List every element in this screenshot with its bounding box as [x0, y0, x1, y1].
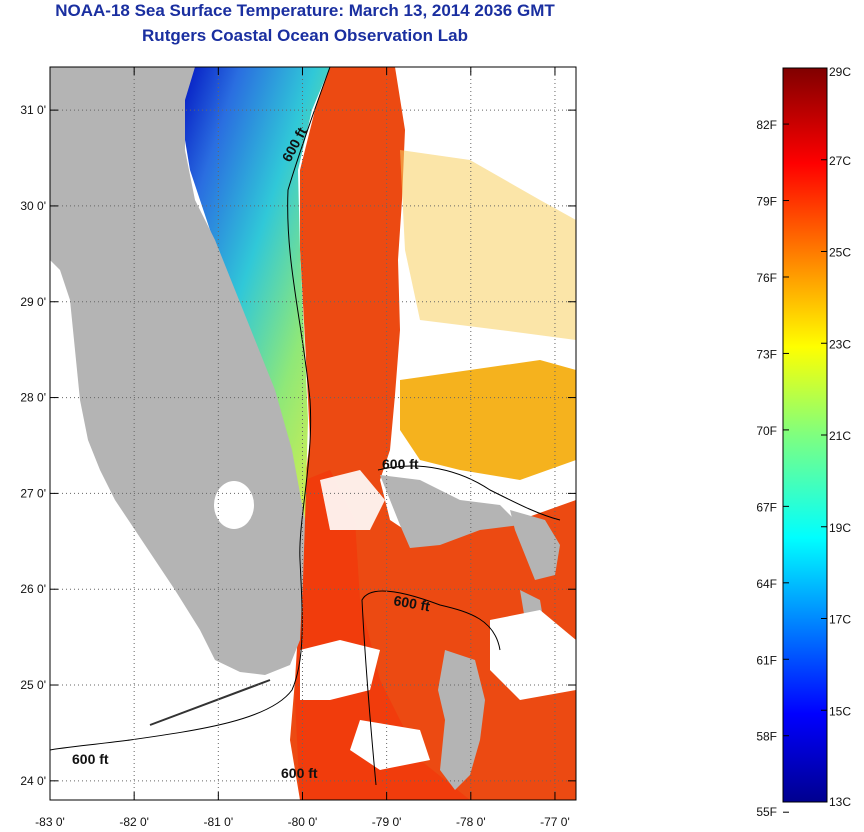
cloud-patch	[300, 640, 380, 700]
lat-tick-label: 25 0'	[20, 678, 46, 692]
lat-tick-label: 28 0'	[20, 391, 46, 405]
isobath-label: 600 ft	[392, 592, 431, 614]
fahrenheit-label: 73F	[756, 347, 777, 361]
lat-tick-label: 29 0'	[20, 295, 46, 309]
fahrenheit-label: 79F	[756, 195, 777, 209]
lat-tick-label: 30 0'	[20, 199, 46, 213]
cloud-patch	[350, 720, 430, 770]
lon-tick-label: -82 0'	[119, 815, 149, 829]
lon-tick-label: -80 0'	[288, 815, 318, 829]
florida-keys	[149, 679, 271, 726]
celsius-label: 23C	[829, 337, 851, 351]
map-title: NOAA-18 Sea Surface Temperature: March 1…	[55, 1, 555, 20]
celsius-label: 13C	[829, 795, 851, 809]
abaco-island	[510, 510, 560, 580]
fahrenheit-label: 67F	[756, 500, 777, 514]
celsius-label: 25C	[829, 246, 851, 260]
isobath-600ft-bahamas-north	[377, 465, 561, 521]
fahrenheit-label: 64F	[756, 577, 777, 591]
lat-tick-label: 26 0'	[20, 582, 46, 596]
lat-tick-label: 24 0'	[20, 774, 46, 788]
warm-patch-north	[400, 150, 576, 340]
warm-patch-east	[400, 360, 576, 480]
fahrenheit-label: 61F	[756, 653, 777, 667]
isobath-label: 600 ft	[382, 456, 419, 472]
nearshore-cool-water	[180, 67, 330, 520]
celsius-label: 27C	[829, 154, 851, 168]
lat-tick-label: 27 0'	[20, 486, 46, 500]
lon-tick-label: -78 0'	[456, 815, 486, 829]
gulf-stream-core	[295, 470, 470, 800]
latitude-axis: 24 0' 25 0' 26 0' 27 0' 28 0' 29 0' 30 0' 31 0'	[20, 103, 576, 788]
map-subtitle: Rutgers Coastal Ocean Observation Lab	[142, 26, 468, 45]
lon-tick-label: -79 0'	[372, 815, 402, 829]
colorbar: 29C 27C 25C 23C 21C 19C 17C 15C 13C 82F 79F 76F 73F…	[756, 65, 851, 819]
map-frame	[49, 66, 577, 801]
cloud-patch	[320, 470, 385, 530]
isobath-600ft-florida	[50, 67, 331, 751]
lon-tick-label: -81 0'	[203, 815, 233, 829]
fahrenheit-label: 82F	[756, 118, 777, 132]
longitude-axis: -83 0' -82 0' -81 0' -80 0' -79 0' -78 0' -77 …	[35, 67, 570, 829]
fahrenheit-label: 55F	[756, 805, 777, 819]
lon-tick-label: -83 0'	[35, 815, 65, 829]
lake-okeechobee	[214, 481, 254, 529]
celsius-scale: 29C 27C 25C 23C 21C 19C 17C 15C 13C	[821, 65, 851, 809]
celsius-label: 19C	[829, 521, 851, 535]
fahrenheit-label: 70F	[756, 424, 777, 438]
isobath-label: 600 ft	[72, 751, 109, 767]
colorbar-gradient	[782, 67, 828, 803]
isobath-600ft-bahamas-south	[361, 590, 501, 786]
fahrenheit-label: 76F	[756, 271, 777, 285]
andros-island	[438, 650, 485, 790]
celsius-label: 29C	[829, 65, 851, 79]
lon-tick-label: -77 0'	[540, 815, 570, 829]
fahrenheit-label: 58F	[756, 730, 777, 744]
isobath-label: 600 ft	[281, 765, 318, 781]
celsius-label: 21C	[829, 429, 851, 443]
sst-map	[50, 67, 576, 800]
fahrenheit-scale: 82F 79F 76F 73F 70F 67F 64F 61F 58F 55F	[756, 118, 789, 819]
celsius-label: 15C	[829, 704, 851, 718]
cloud-patch	[490, 610, 576, 700]
celsius-label: 17C	[829, 613, 851, 627]
lat-tick-label: 31 0'	[20, 103, 46, 117]
